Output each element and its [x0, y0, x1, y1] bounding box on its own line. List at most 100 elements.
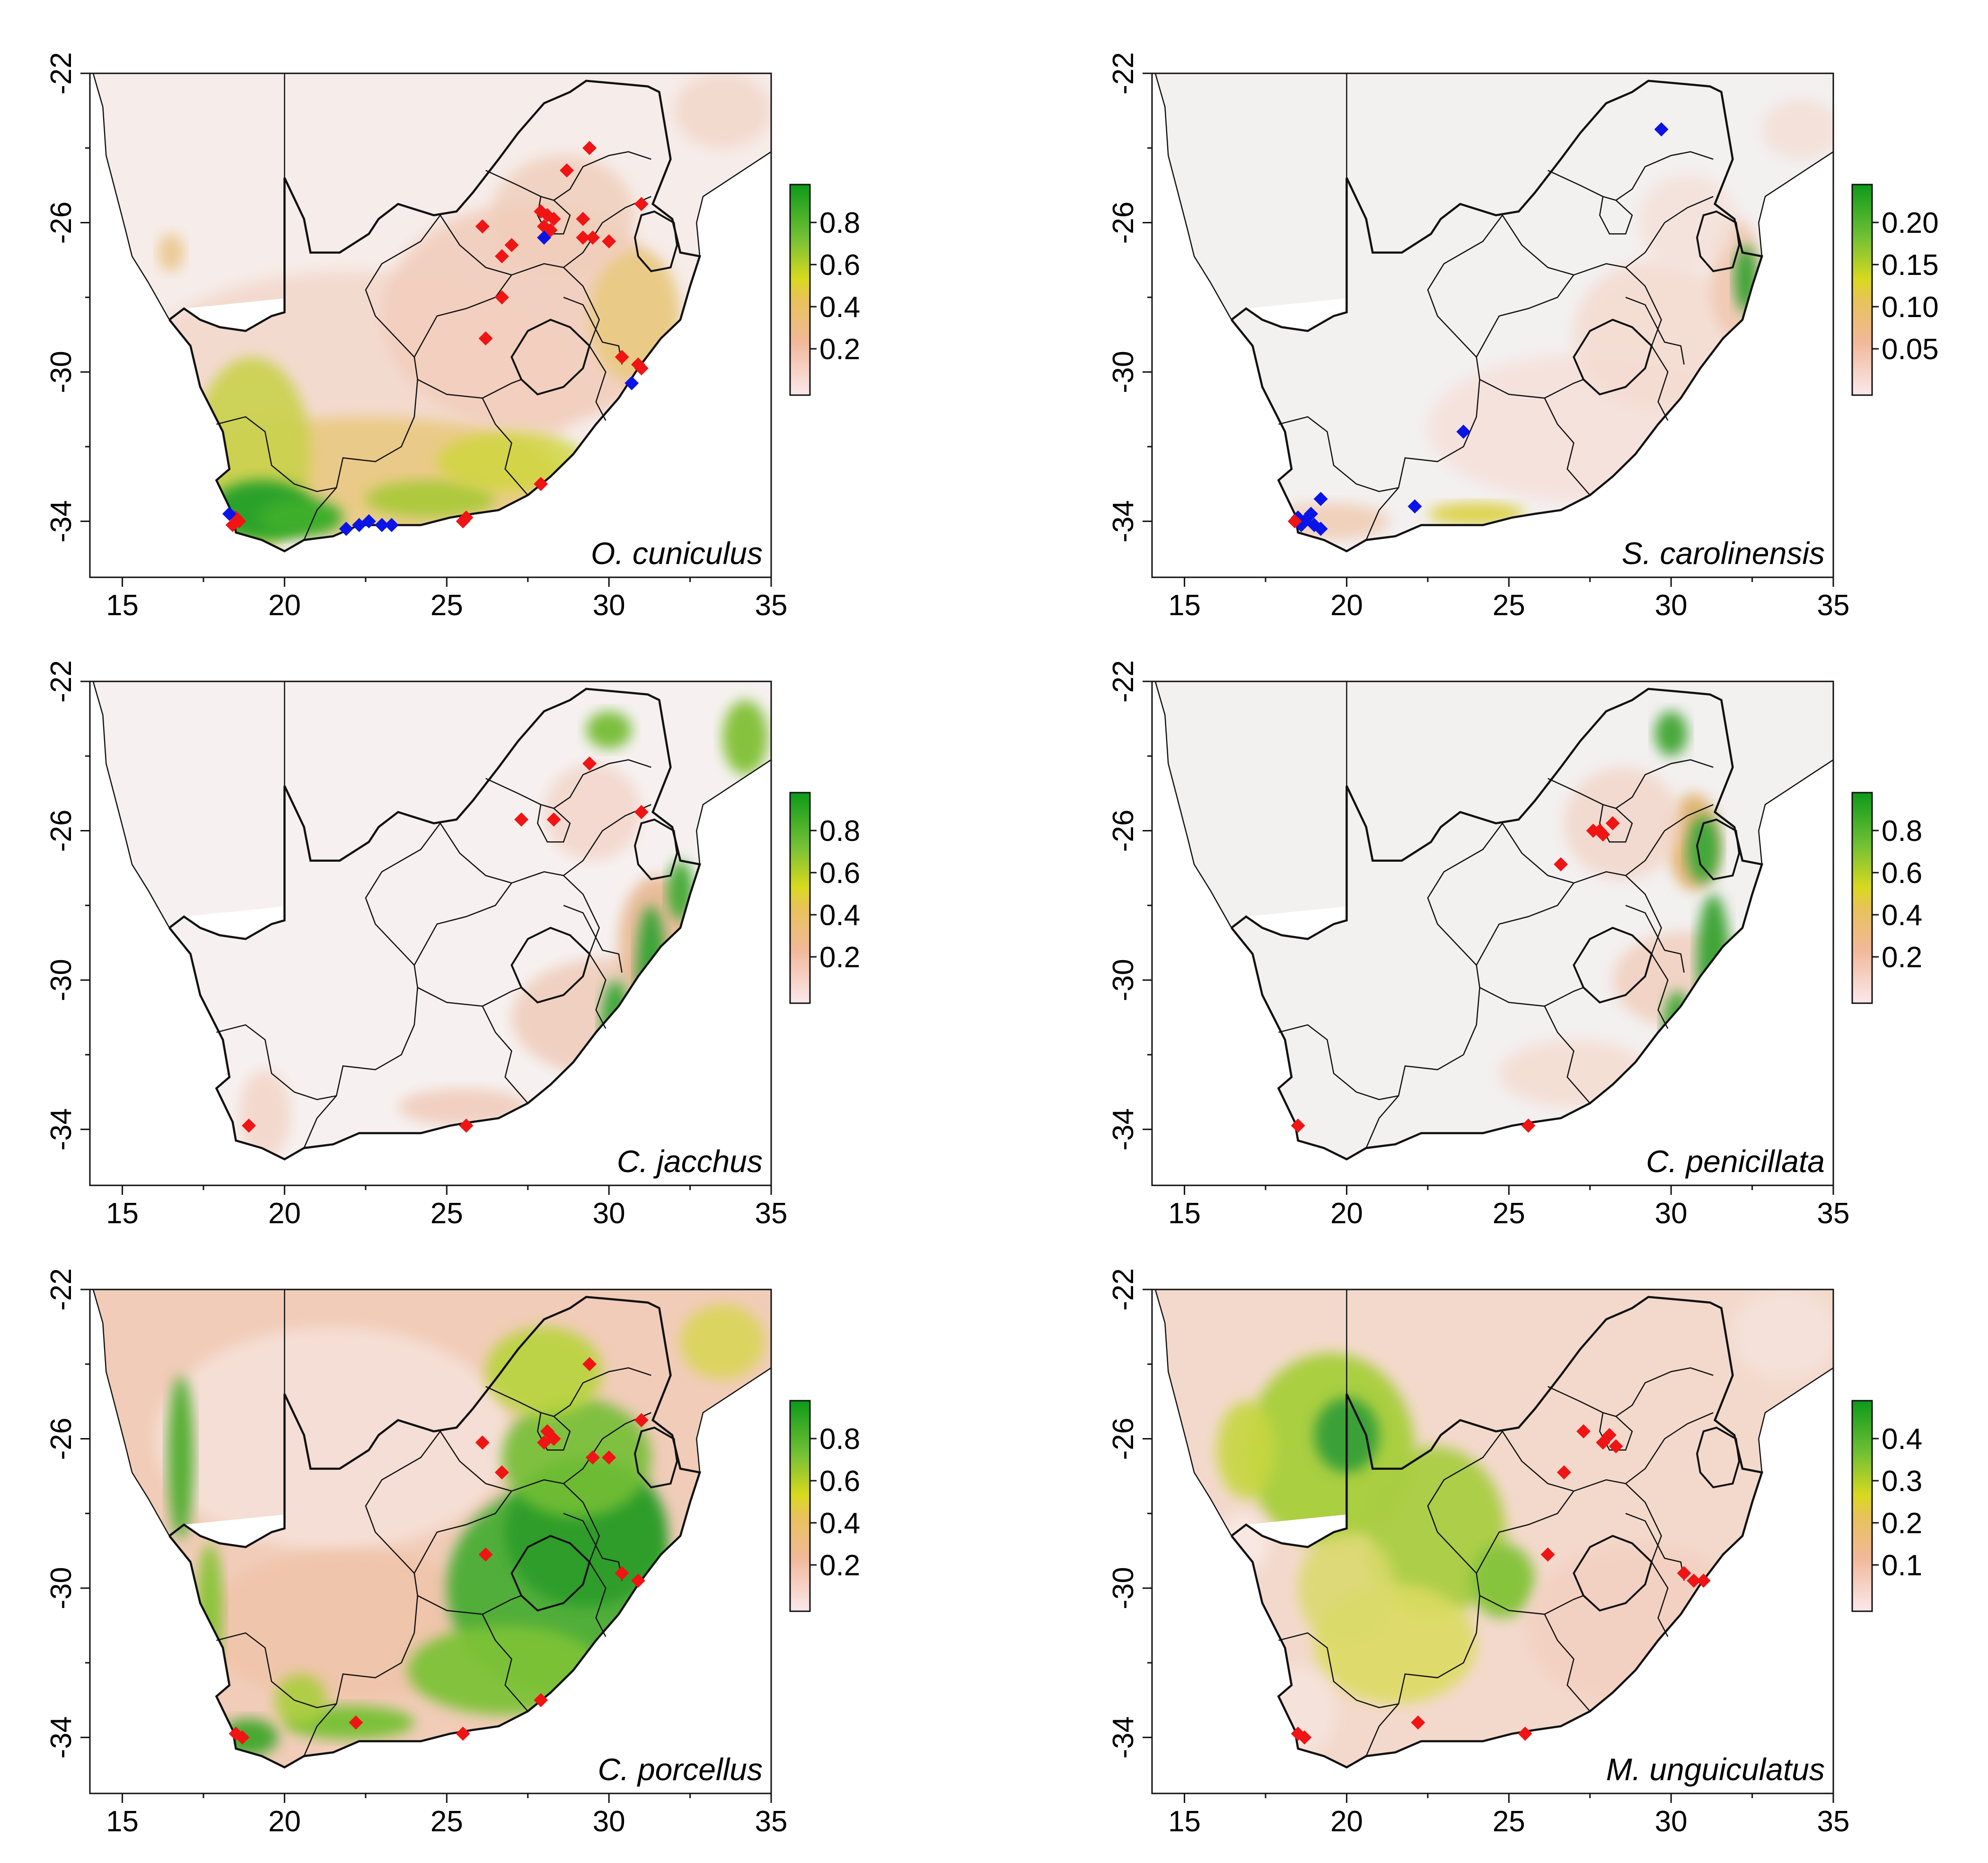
province-border: [365, 215, 441, 358]
coastline: [1154, 73, 1232, 320]
province-border: [440, 196, 651, 276]
suitability-patch: [667, 860, 694, 920]
coastline: [1758, 151, 1833, 256]
species-label: S. carolinensis: [1622, 536, 1825, 571]
province-border: [485, 759, 651, 809]
province-border: [482, 1006, 528, 1104]
occurrence-point-red: [546, 1431, 561, 1446]
occurrence-point-blue: [1313, 492, 1328, 506]
suitability-patch: [1525, 1543, 1752, 1708]
coastline: [92, 681, 170, 928]
eswatini-border: [633, 818, 678, 881]
species-label: C. porcellus: [598, 1752, 763, 1787]
legend-tick-label: 0.8: [1882, 815, 1922, 848]
country-border: [168, 1296, 702, 1769]
eswatini-border: [633, 210, 678, 273]
legend-tick-label: 0.20: [1882, 207, 1939, 239]
legend-tick-label: 0.2: [1882, 941, 1922, 974]
species-label: C. penicillata: [1646, 1144, 1825, 1179]
color-legend: 0.8 0.6 0.4 0.2: [789, 184, 860, 396]
occurrence-point-red: [634, 361, 649, 376]
map-panel-c-jacchus: 15 20 25 30 35-22-26-30-34C. jacchus0.80.60.…: [45, 660, 860, 1230]
occurrence-point-red: [546, 212, 561, 226]
legend-tick-label: 0.2: [1882, 1507, 1922, 1540]
occurrence-point-red: [582, 756, 597, 771]
suitability-patch: [274, 1674, 327, 1726]
suitability-patch: [167, 1375, 194, 1540]
occurrence-point-red: [560, 163, 574, 178]
province-border: [1625, 267, 1662, 346]
x-tick-label: 35: [1817, 1805, 1850, 1838]
color-legend: 0.8 0.6 0.4 0.2: [789, 1400, 860, 1612]
occurrence-point-red: [494, 1465, 509, 1480]
province-border: [563, 875, 600, 954]
province-border: [1651, 345, 1669, 421]
occurrence-point-red: [582, 141, 597, 155]
suitability-patch: [544, 763, 642, 861]
occurrence-point-red: [631, 1573, 645, 1588]
lesotho-border: [1573, 318, 1653, 396]
legend-colorbar: [1851, 792, 1873, 1004]
plot-frame: [89, 72, 772, 578]
legend-tick-label: 0.4: [819, 899, 860, 932]
map-panel-s-carolinensis: 15 20 25 30 35 -22 -26 -30 -34 S. carolinensis 0.2…: [1107, 52, 1939, 622]
occurrence-point-red: [456, 514, 470, 529]
occurrence-point-red: [456, 1726, 470, 1741]
province-border: [1651, 954, 1669, 1029]
x-tick-label: 20: [268, 589, 301, 622]
province-border: [413, 883, 522, 1007]
x-tick-label: 15: [106, 1805, 139, 1838]
province-border: [563, 905, 623, 973]
y-tick-label: -26: [45, 202, 78, 244]
province-border: [413, 1491, 522, 1615]
y-tick-label: -22: [1107, 1268, 1140, 1311]
occurrence-point-red: [1291, 1118, 1305, 1133]
province-border: [1476, 883, 1584, 1007]
suitability-patch: [680, 1304, 765, 1379]
suitability-patch: [601, 980, 630, 1070]
legend-tick-label: 0.4: [1882, 899, 1922, 932]
x-tick-label: 15: [1168, 1197, 1201, 1230]
coastline: [1154, 681, 1232, 928]
x-tick-label: 35: [755, 1805, 788, 1838]
y-tick-label: -30: [45, 351, 78, 393]
coastline: [1758, 759, 1833, 865]
country-border: [168, 688, 702, 1161]
lesotho-border: [510, 927, 591, 1004]
occurrence-point-blue: [625, 376, 639, 390]
y-tick-label: -34: [45, 500, 78, 543]
province-border: [563, 1483, 600, 1563]
province-border: [485, 1367, 651, 1417]
suitability-patch: [1363, 1446, 1506, 1618]
suitability-patch: [197, 1543, 223, 1678]
x-tick-label: 25: [1493, 1805, 1525, 1838]
y-tick-label: -34: [45, 1716, 78, 1759]
y-tick-label: -34: [1107, 1716, 1140, 1759]
occurrence-point-red: [1411, 1715, 1425, 1730]
legend-tick-label: 0.8: [819, 815, 860, 848]
occurrence-point-red: [235, 1730, 250, 1745]
map-panel-m-unguiculatus: 15 20 25 30 35 -22 -26 -30 -34 M. unguiculatus 0.4…: [1107, 1268, 1922, 1838]
province-border: [1365, 987, 1480, 1148]
occurrence-point-red: [225, 518, 240, 532]
color-legend: 0.8 0.6 0.4 0.2: [1851, 792, 1922, 1004]
province-border: [1278, 416, 1399, 492]
province-border: [485, 151, 651, 201]
suitability-patch: [1612, 931, 1762, 1029]
occurrence-point-red: [514, 812, 528, 827]
x-tick-label: 35: [1817, 1197, 1850, 1230]
province-border: [1625, 1483, 1662, 1563]
occurrence-point-red: [634, 197, 649, 212]
suitability-patch: [1697, 894, 1730, 1029]
y-tick-label: -22: [45, 660, 78, 703]
suitability-patch: [365, 480, 496, 518]
occurrence-point-red: [478, 331, 493, 346]
province-border: [365, 823, 441, 966]
province-border: [1427, 823, 1503, 966]
y-tick-label: -30: [1107, 959, 1140, 1001]
province-border: [589, 1562, 607, 1637]
province-border: [1625, 905, 1685, 973]
eswatini-border: [633, 1426, 678, 1489]
suitability-patch: [1654, 711, 1688, 756]
legend-tick-label: 0.4: [819, 291, 860, 324]
